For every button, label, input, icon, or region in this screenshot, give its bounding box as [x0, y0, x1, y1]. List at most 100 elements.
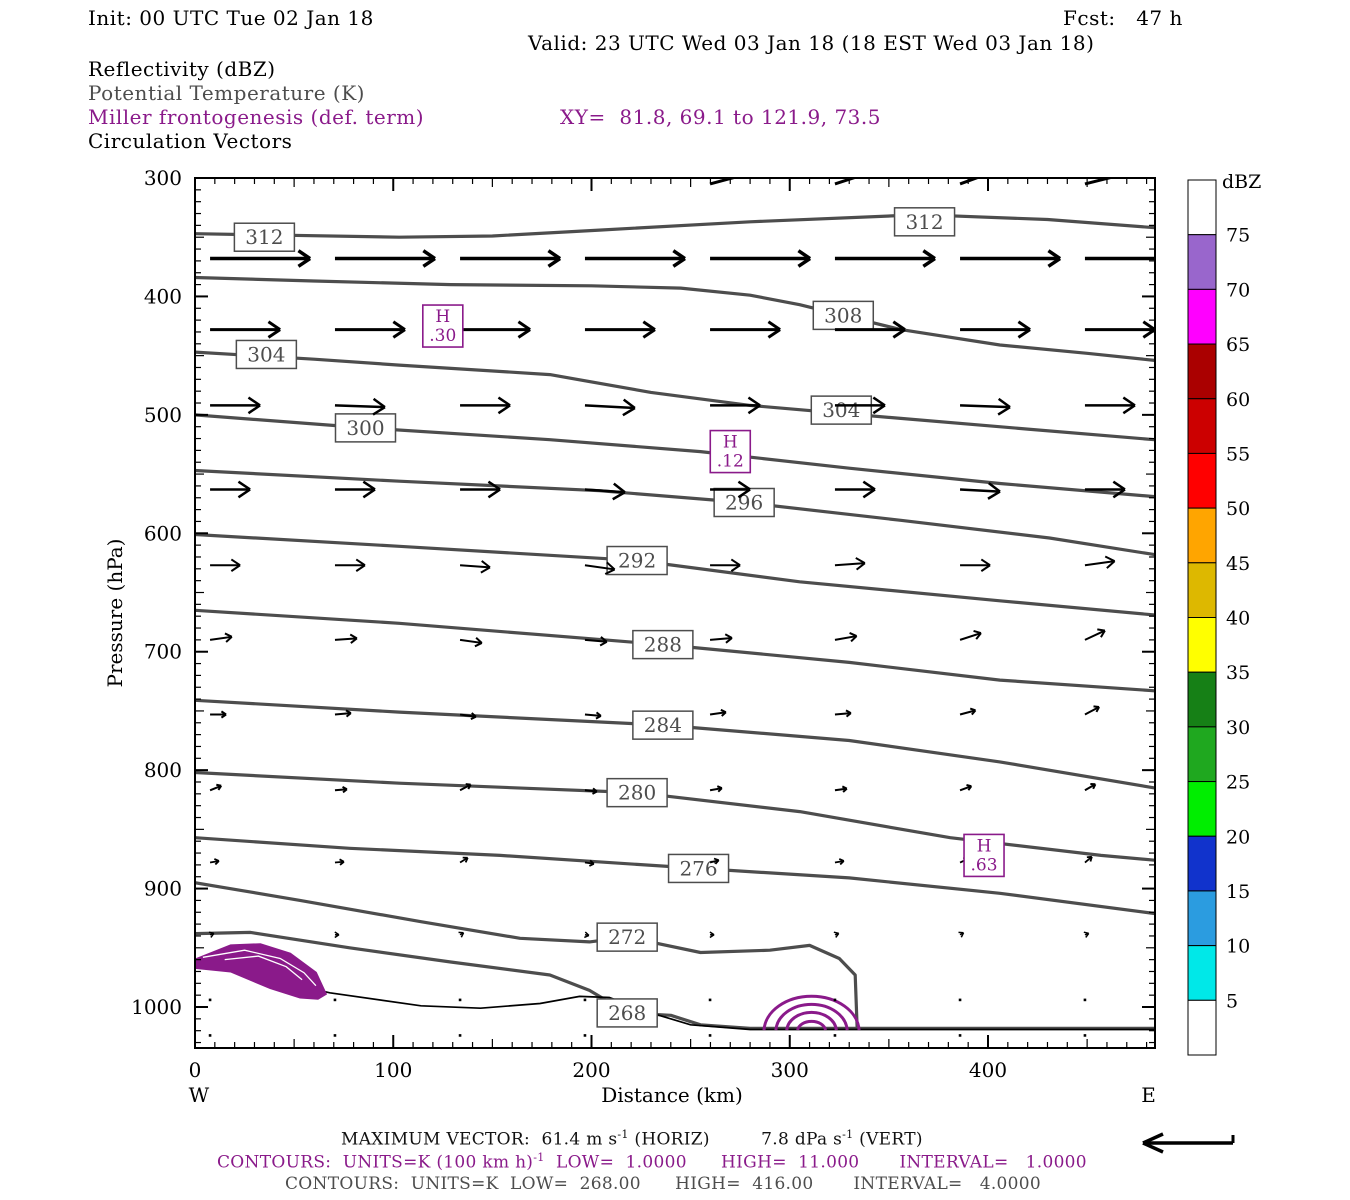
vector-arrow-head — [988, 482, 1001, 493]
colorbar-segment — [1187, 617, 1217, 673]
vector-arrow-head — [1100, 630, 1106, 638]
contour-label: 312 — [245, 225, 283, 249]
vector-arrow-head — [334, 931, 340, 936]
contour-label-box — [893, 207, 956, 237]
vector-arrow-head — [216, 783, 222, 787]
vector-arrow-head — [907, 158, 916, 169]
vector-arrow-head — [737, 480, 751, 491]
vector-arrow-head — [997, 406, 1011, 416]
vector-arrow-head — [422, 249, 436, 260]
vector-arrow-head — [224, 632, 233, 638]
colorbar-tick-label: 20 — [1226, 826, 1250, 848]
colorbar-segment — [1187, 343, 1217, 400]
frontogenesis-contour-caption: CONTOURS: UNITS=K (100 km h)-1 LOW= 1.00… — [217, 1151, 1087, 1173]
vector-arrow-head — [922, 257, 936, 268]
colorbar-segment — [1187, 671, 1217, 728]
vector-arrow-shaft — [834, 635, 857, 641]
vector-arrow-head — [342, 785, 348, 791]
vector-arrow-head — [372, 406, 386, 416]
vector-arrow-shaft — [709, 636, 733, 641]
contour-label: 304 — [822, 398, 860, 422]
h-marker-symbol: H — [723, 433, 738, 453]
vector-arrow-head — [747, 396, 761, 407]
vector-arrow-head — [210, 932, 215, 938]
colorbar-segment — [1187, 507, 1217, 564]
vector-arrow-shaft — [584, 638, 607, 643]
h-marker-value: .12 — [717, 452, 744, 472]
theta-contour-268 — [195, 930, 1155, 1030]
colorbar-segment — [1187, 890, 1217, 947]
vector-arrow-head — [709, 931, 715, 936]
vector-arrow-head — [471, 712, 477, 718]
field-label-circulation-vectors: Circulation Vectors — [88, 129, 293, 153]
vector-arrow-head — [213, 858, 220, 862]
colorbar-tick-label: 70 — [1226, 279, 1250, 301]
vector-arrow-head — [845, 709, 852, 714]
vector-arrow-head — [1017, 320, 1031, 331]
colorbar-segment — [1187, 781, 1217, 837]
vector-arrow-shaft — [834, 178, 859, 186]
y-axis-title: Pressure (hPa) — [103, 539, 127, 688]
vector-arrow-head — [362, 480, 376, 491]
surface-line — [195, 962, 1155, 1031]
theta-contour-308 — [195, 275, 1155, 362]
vector-arrow-head — [237, 480, 251, 491]
vector-arrow-head — [1173, 259, 1185, 267]
vector-arrow-head — [855, 557, 866, 565]
vector-arrow-head — [835, 932, 840, 938]
colorbar-tick-label: 75 — [1226, 225, 1250, 247]
vector-arrow-head — [1112, 488, 1126, 499]
vector-arrow-head — [747, 404, 761, 415]
vector-arrow-head — [1085, 932, 1090, 938]
contour-label-box — [632, 629, 694, 660]
vector-arrow-head — [987, 490, 1001, 500]
vector-arrow-head — [600, 636, 608, 643]
forecast-hour-label: Fcst: 47 h — [1063, 6, 1183, 30]
x-axis-west-label: W — [189, 1083, 210, 1107]
vector-arrow-shaft — [834, 562, 865, 567]
colorbar-title: dBZ — [1222, 171, 1261, 193]
vector-arrow-head — [481, 560, 491, 569]
vector-arrow-head — [960, 932, 965, 938]
field-label-reflectivity: Reflectivity (dBZ) — [88, 57, 276, 81]
vector-arrow-head — [642, 320, 656, 331]
max-vector-caption: MAXIMUM VECTOR: 61.4 m s-1 (HORIZ) 7.8 d… — [341, 1128, 923, 1150]
vector-arrow-shaft — [959, 785, 972, 792]
contour-label: 284 — [644, 713, 682, 737]
vector-arrow-head — [642, 328, 656, 339]
vector-arrow-shaft — [1084, 178, 1115, 186]
vector-arrow-shaft — [334, 788, 348, 792]
contour-label: 276 — [679, 856, 717, 880]
vector-arrow-head — [230, 564, 241, 572]
colorbar-tick-label: 50 — [1226, 498, 1250, 520]
colorbar-segment — [1187, 726, 1217, 783]
vector-dot — [1083, 1034, 1087, 1037]
vector-arrow-head — [592, 787, 598, 793]
y-tick-label: 400 — [144, 284, 182, 308]
vector-arrow-head — [297, 249, 312, 260]
frontogenesis-streak — [224, 955, 303, 981]
contour-label: 308 — [824, 303, 862, 327]
contour-label: 296 — [725, 490, 763, 514]
x-tick-label: 400 — [969, 1058, 1007, 1082]
vector-arrow-head — [247, 404, 261, 415]
vector-arrow-head — [997, 397, 1011, 409]
vector-arrow-head — [604, 568, 616, 575]
vector-arrow-head — [724, 633, 733, 639]
colorbar-tick-label: 35 — [1226, 662, 1250, 684]
vector-dot — [583, 998, 587, 1002]
vector-arrow-head — [980, 564, 991, 572]
h-marker-box — [709, 429, 752, 474]
y-tick-label: 900 — [144, 877, 182, 901]
h-marker-box — [422, 304, 464, 348]
plot-content: 312 312 308 304 304 300 296 292 288 284 280 276 272 2… — [195, 158, 1185, 1037]
vector-arrow-shaft — [459, 638, 482, 644]
y-tick-label: 500 — [144, 403, 182, 427]
vector-arrow-shaft — [1084, 629, 1106, 641]
vector-arrow-shaft — [959, 488, 1001, 493]
vector-arrow-shaft — [459, 713, 477, 718]
vector-arrow-head — [841, 785, 848, 790]
vector-arrow-head — [1112, 480, 1126, 491]
vector-arrow-head — [606, 561, 616, 571]
